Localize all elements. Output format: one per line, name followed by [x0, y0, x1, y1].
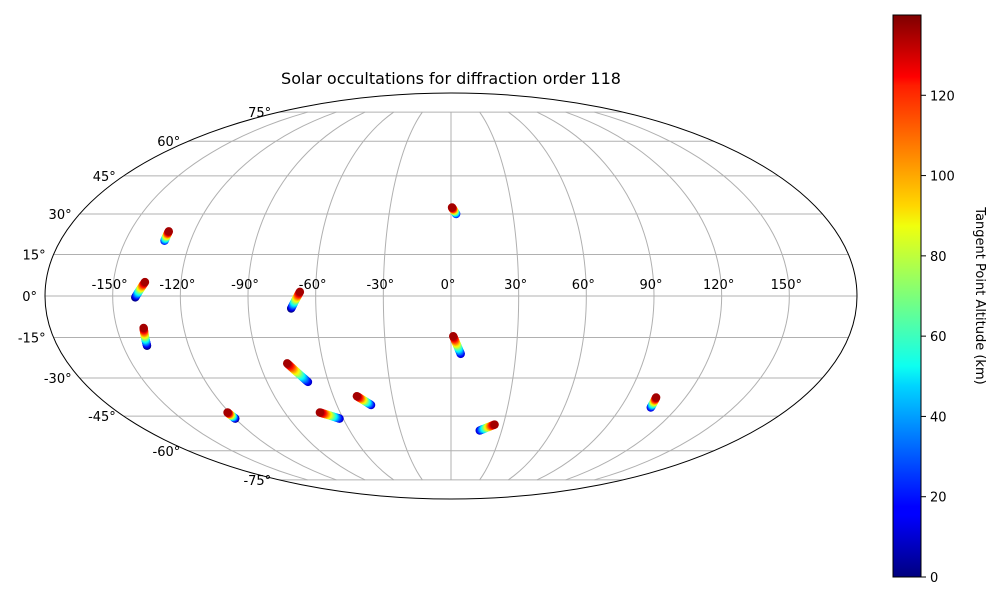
track-point: [164, 227, 173, 236]
track-point: [315, 408, 325, 417]
latitude-tick-label: 0°: [22, 290, 37, 305]
latitude-tick-label: -75°: [243, 474, 271, 489]
track-point: [282, 359, 292, 368]
map-grid: [45, 111, 857, 481]
track-point: [139, 323, 148, 333]
longitude-tick-label: 90°: [639, 278, 662, 293]
latitude-tick-label: 45°: [93, 170, 116, 185]
latitude-tick-label: 30°: [49, 208, 72, 223]
occultation-track: [447, 203, 461, 219]
occultation-track: [475, 420, 499, 435]
occultation-track: [131, 277, 150, 302]
longitude-tick-label: -120°: [159, 278, 195, 293]
colorbar: 0 20 40 60 80 100 120 Tangent Point Altitude (…: [892, 14, 987, 586]
occultation-track: [282, 359, 313, 387]
latitude-tick-label: -30°: [44, 372, 72, 387]
chart-title: Solar occultations for diffraction order…: [281, 69, 621, 88]
colorbar-tick-label: 120: [930, 89, 955, 104]
latitude-tick-label: 75°: [248, 106, 271, 121]
occultation-track: [223, 408, 240, 423]
occultation-track: [160, 227, 173, 245]
occultation-track: [139, 323, 152, 350]
latitude-tick-label: 15°: [23, 248, 46, 263]
occultation-track: [449, 331, 465, 359]
occultation-track: [352, 391, 376, 410]
track-point: [447, 203, 457, 212]
latitude-tick-label: -45°: [88, 410, 116, 425]
colorbar-tick-label: 80: [930, 250, 947, 265]
occultation-track: [286, 287, 305, 313]
colorbar-tick-label: 100: [930, 170, 955, 185]
longitude-tick-label: -60°: [299, 278, 327, 293]
longitude-tick-label: -90°: [231, 278, 259, 293]
colorbar-tick-label: 20: [930, 491, 947, 506]
colorbar-ticks: 0 20 40 60 80 100 120: [921, 89, 955, 586]
longitude-tick-label: -30°: [366, 278, 394, 293]
map-boundary: [44, 92, 858, 500]
occultation-track: [315, 408, 344, 423]
track-point: [352, 391, 362, 401]
latitude-tick-label: -15°: [18, 332, 46, 347]
track-point: [140, 277, 150, 287]
longitude-tick-label: 150°: [771, 278, 802, 293]
longitude-tick-label: 0°: [441, 278, 456, 293]
longitude-tick-label: 30°: [504, 278, 527, 293]
longitude-tick-label: -150°: [92, 278, 128, 293]
colorbar-tick-label: 0: [930, 571, 938, 586]
track-point: [223, 408, 232, 417]
track-point: [449, 331, 458, 341]
colorbar-label: Tangent Point Altitude (km): [972, 206, 987, 384]
occultation-tracks: [131, 203, 661, 435]
track-point: [490, 420, 499, 429]
map-tick-labels: -150° -120° -90° -60° -30° 0° 30° 60° 90° 120° 150…: [18, 106, 802, 489]
occultation-track: [646, 393, 661, 412]
longitude-tick-label: 120°: [703, 278, 734, 293]
track-point: [651, 393, 661, 402]
latitude-tick-label: -60°: [153, 445, 181, 460]
track-point: [295, 287, 305, 297]
colorbar-gradient: [892, 14, 922, 578]
colorbar-tick-label: 40: [930, 410, 947, 425]
longitude-tick-label: 60°: [572, 278, 595, 293]
colorbar-tick-label: 60: [930, 330, 947, 345]
latitude-tick-label: 60°: [157, 135, 180, 150]
